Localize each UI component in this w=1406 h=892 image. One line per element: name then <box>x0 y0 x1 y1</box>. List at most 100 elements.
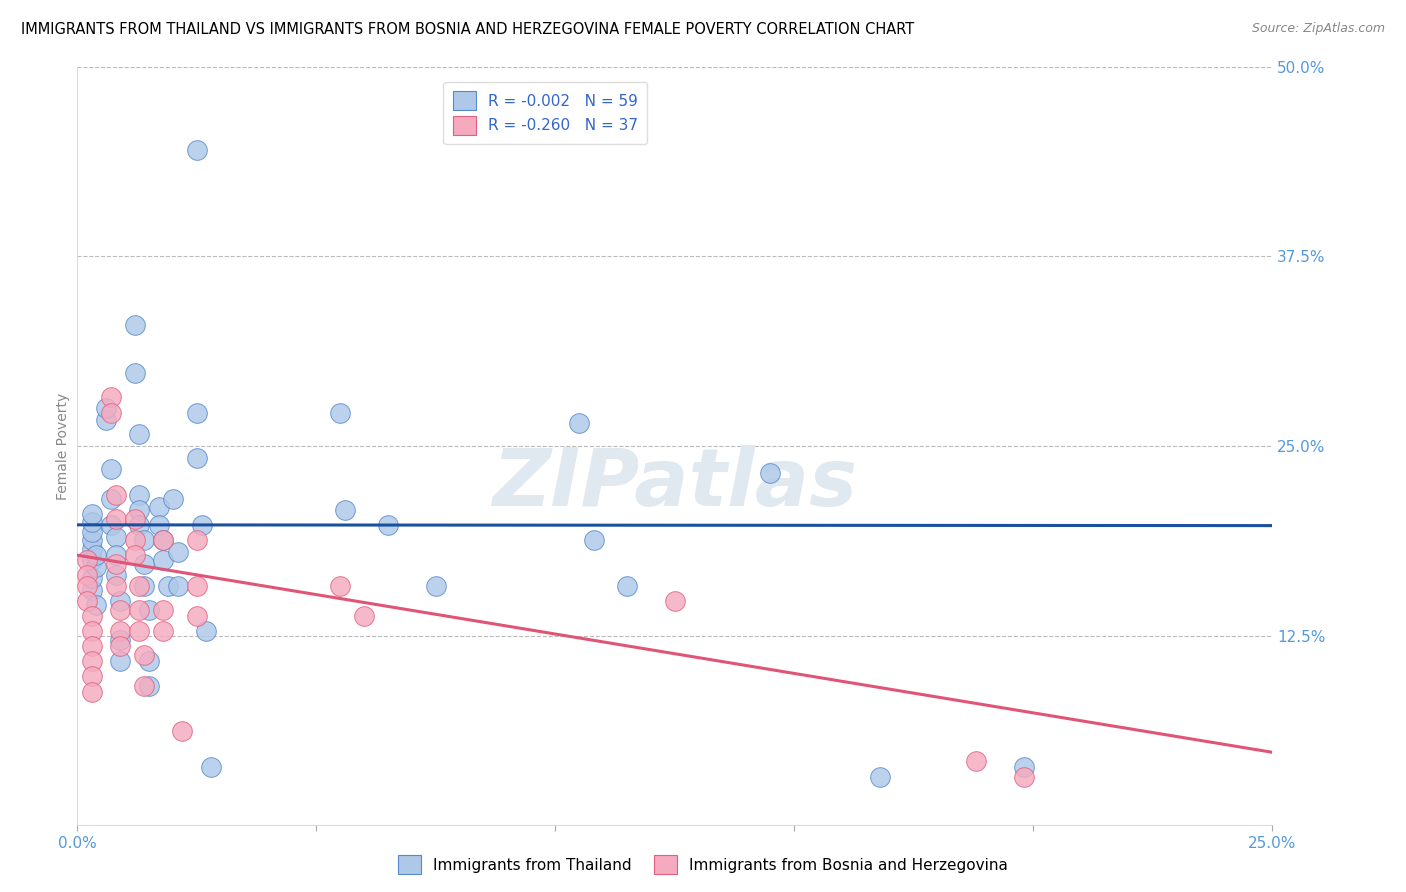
Point <box>134 578 156 592</box>
Text: ZIPatlas: ZIPatlas <box>492 445 858 523</box>
Point <box>869 770 891 784</box>
Point <box>100 462 122 476</box>
Point <box>152 624 174 638</box>
Point <box>186 406 208 420</box>
Point <box>186 533 208 547</box>
Point <box>138 603 160 617</box>
Point <box>138 654 160 668</box>
Point <box>124 512 146 526</box>
Point <box>186 143 208 157</box>
Point <box>80 542 103 557</box>
Point <box>582 533 605 547</box>
Point <box>110 639 132 653</box>
Point <box>148 500 170 514</box>
Point <box>100 517 122 532</box>
Point <box>329 406 352 420</box>
Point <box>110 603 132 617</box>
Point <box>965 755 987 769</box>
Point <box>353 608 375 623</box>
Point <box>1012 770 1035 784</box>
Point <box>1012 760 1035 774</box>
Point <box>128 502 150 516</box>
Point <box>664 593 686 607</box>
Point <box>186 608 208 623</box>
Point <box>377 517 399 532</box>
Point <box>80 533 103 547</box>
Point <box>128 578 150 592</box>
Point <box>80 669 103 683</box>
Legend: R = -0.002   N = 59, R = -0.260   N = 37: R = -0.002 N = 59, R = -0.260 N = 37 <box>443 82 647 144</box>
Point <box>162 492 184 507</box>
Point <box>134 533 156 547</box>
Point <box>616 578 638 592</box>
Text: IMMIGRANTS FROM THAILAND VS IMMIGRANTS FROM BOSNIA AND HERZEGOVINA FEMALE POVERT: IMMIGRANTS FROM THAILAND VS IMMIGRANTS F… <box>21 22 914 37</box>
Legend: Immigrants from Thailand, Immigrants from Bosnia and Herzegovina: Immigrants from Thailand, Immigrants fro… <box>391 849 1015 880</box>
Point <box>329 578 352 592</box>
Point <box>148 517 170 532</box>
Point <box>80 525 103 540</box>
Point <box>134 679 156 693</box>
Point <box>186 451 208 466</box>
Point <box>80 552 103 567</box>
Point <box>124 533 146 547</box>
Point <box>80 583 103 598</box>
Point <box>80 507 103 521</box>
Point <box>166 545 188 559</box>
Point <box>86 560 108 574</box>
Point <box>80 608 103 623</box>
Point <box>166 578 188 592</box>
Point <box>76 578 98 592</box>
Point <box>190 517 212 532</box>
Point <box>104 578 127 592</box>
Point <box>124 366 146 380</box>
Point <box>104 487 127 501</box>
Point <box>86 599 108 613</box>
Point <box>80 639 103 653</box>
Point <box>568 416 591 430</box>
Point <box>128 624 150 638</box>
Point <box>186 578 208 592</box>
Point <box>172 724 194 739</box>
Point <box>80 624 103 638</box>
Point <box>104 558 127 572</box>
Point <box>152 533 174 547</box>
Point <box>76 568 98 582</box>
Point <box>110 633 132 648</box>
Point <box>128 426 150 441</box>
Point <box>200 760 222 774</box>
Point <box>425 578 447 592</box>
Point <box>195 624 218 638</box>
Point <box>80 571 103 585</box>
Point <box>104 530 127 544</box>
Point <box>104 512 127 526</box>
Point <box>124 318 146 332</box>
Point <box>100 391 122 405</box>
Point <box>333 502 356 516</box>
Point <box>100 406 122 420</box>
Point <box>128 487 150 501</box>
Point <box>128 603 150 617</box>
Point <box>134 648 156 663</box>
Point <box>104 568 127 582</box>
Text: Source: ZipAtlas.com: Source: ZipAtlas.com <box>1251 22 1385 36</box>
Point <box>124 548 146 562</box>
Point <box>80 654 103 668</box>
Point <box>157 578 180 592</box>
Point <box>110 654 132 668</box>
Point <box>152 552 174 567</box>
Point <box>138 679 160 693</box>
Point <box>80 515 103 529</box>
Point <box>80 684 103 698</box>
Point <box>94 401 117 416</box>
Point <box>110 624 132 638</box>
Point <box>152 603 174 617</box>
Point <box>76 593 98 607</box>
Point <box>104 548 127 562</box>
Point <box>128 517 150 532</box>
Point <box>152 533 174 547</box>
Y-axis label: Female Poverty: Female Poverty <box>56 392 70 500</box>
Point <box>86 548 108 562</box>
Point <box>100 492 122 507</box>
Point <box>110 593 132 607</box>
Point <box>76 552 98 567</box>
